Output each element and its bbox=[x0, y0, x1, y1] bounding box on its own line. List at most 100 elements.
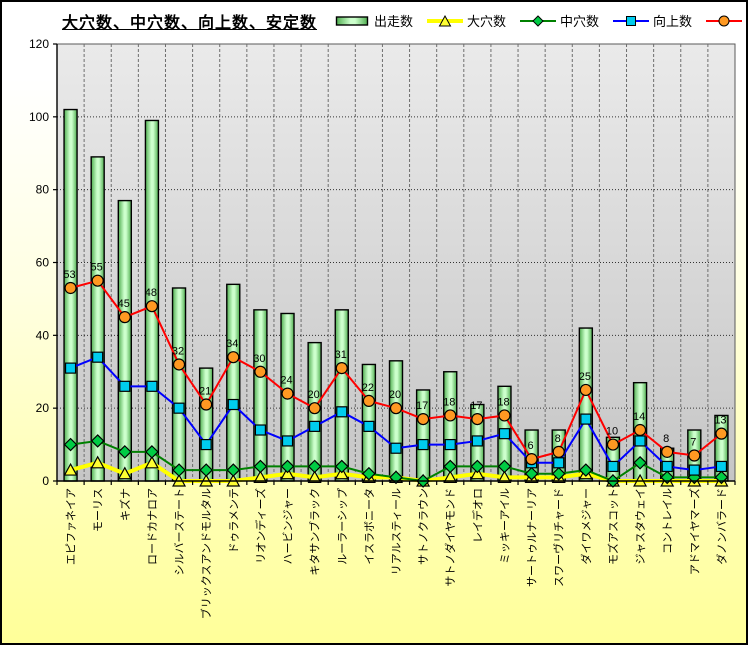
marker-chuuana bbox=[334, 459, 349, 474]
marker-antei bbox=[498, 409, 511, 422]
y-tick-label: 40 bbox=[36, 328, 50, 342]
marker-chuuana bbox=[90, 434, 105, 448]
marker-antei bbox=[91, 274, 104, 287]
marker-antei bbox=[64, 281, 77, 295]
marker-chuuana bbox=[172, 463, 186, 477]
marker-koujou bbox=[363, 420, 375, 432]
y-tick-label: 80 bbox=[36, 183, 50, 197]
marker-koujou bbox=[580, 413, 592, 425]
marker-chuuana bbox=[497, 459, 512, 474]
data-label-antei: 17 bbox=[416, 400, 428, 412]
bar-shussou bbox=[63, 108, 78, 482]
marker-koujou bbox=[64, 362, 77, 374]
x-tick-label: スワーヴリチャード bbox=[552, 488, 566, 587]
marker-koujou bbox=[254, 424, 266, 436]
y-tick-label: 60 bbox=[36, 256, 50, 270]
x-tick-label: ハービンジャー bbox=[282, 488, 295, 564]
marker-chuuana bbox=[280, 459, 295, 474]
marker-antei bbox=[525, 453, 538, 466]
marker-antei bbox=[227, 351, 240, 364]
data-label-antei: 20 bbox=[389, 389, 401, 401]
marker-koujou bbox=[227, 398, 239, 411]
marker-ooana bbox=[253, 470, 268, 483]
data-label-antei: 18 bbox=[497, 396, 509, 408]
data-label-antei: 32 bbox=[172, 345, 184, 357]
data-label-antei: 7 bbox=[690, 437, 696, 449]
marker-koujou bbox=[417, 438, 429, 451]
marker-ooana bbox=[497, 470, 512, 483]
marker-koujou bbox=[715, 460, 728, 473]
marker-chuuana bbox=[199, 463, 214, 477]
marker-antei bbox=[200, 398, 213, 411]
y-tick-label: 100 bbox=[29, 110, 49, 124]
marker-koujou bbox=[498, 428, 511, 440]
marker-antei bbox=[715, 427, 728, 440]
marker-chuuana bbox=[253, 459, 268, 474]
marker-koujou bbox=[471, 435, 483, 447]
marker-koujou bbox=[336, 406, 348, 418]
diamond-marker-icon bbox=[520, 14, 557, 27]
marker-ooana bbox=[443, 470, 458, 483]
x-tick-label: ダノンバラード bbox=[714, 488, 728, 565]
x-tick-label: レイデオロ bbox=[470, 488, 484, 543]
x-tick-label: モーリス bbox=[93, 488, 105, 532]
marker-chuuana bbox=[145, 445, 159, 459]
bar-shussou bbox=[388, 360, 404, 482]
x-tick-label: サトノダイヤモンド bbox=[443, 488, 457, 587]
bar-shussou bbox=[578, 327, 594, 482]
square-marker-icon bbox=[613, 15, 650, 26]
marker-koujou bbox=[607, 460, 619, 473]
marker-antei bbox=[389, 402, 403, 415]
marker-chuuana bbox=[443, 459, 458, 474]
marker-chuuana bbox=[362, 466, 376, 481]
marker-koujou bbox=[444, 438, 456, 451]
data-label-antei: 45 bbox=[118, 298, 130, 310]
marker-koujou bbox=[309, 420, 321, 432]
legend-label: 中穴数 bbox=[560, 14, 600, 29]
legend: 出走数 大穴数 中穴数 向上数 bbox=[335, 11, 746, 30]
x-tick-label: キタサンブラック bbox=[308, 488, 322, 576]
legend-label: 出走数 bbox=[374, 14, 414, 29]
data-label-antei: 22 bbox=[362, 382, 374, 394]
marker-chuuana bbox=[226, 463, 241, 477]
marker-chuuana bbox=[307, 459, 322, 474]
marker-koujou bbox=[553, 457, 565, 469]
data-label-antei: 6 bbox=[528, 440, 534, 452]
y-tick-label: 120 bbox=[29, 37, 49, 51]
data-label-antei: 31 bbox=[335, 349, 347, 361]
marker-chuuana bbox=[117, 445, 132, 459]
data-label-antei: 14 bbox=[633, 411, 645, 423]
data-label-antei: 53 bbox=[63, 269, 75, 281]
marker-antei bbox=[661, 445, 674, 458]
x-tick-label: リオンディーズ bbox=[253, 488, 267, 564]
marker-koujou bbox=[173, 402, 185, 414]
circle-marker-icon bbox=[706, 15, 743, 26]
data-label-antei: 20 bbox=[308, 389, 320, 401]
marker-antei bbox=[281, 387, 294, 400]
y-tick-label: 20 bbox=[36, 401, 50, 415]
marker-ooana bbox=[307, 470, 322, 483]
x-tick-label: ブリックスアンドモルタル bbox=[199, 488, 213, 619]
data-label-antei: 25 bbox=[579, 371, 591, 383]
marker-koujou bbox=[119, 380, 131, 392]
marker-chuuana bbox=[551, 466, 566, 481]
bar-shussou bbox=[226, 283, 241, 482]
marker-antei bbox=[118, 311, 131, 324]
data-label-antei: 13 bbox=[714, 415, 726, 427]
marker-koujou bbox=[146, 380, 158, 392]
marker-antei bbox=[471, 412, 484, 426]
x-tick-label: ルーラーシップ bbox=[336, 488, 349, 565]
legend-item-antei: 安定数 bbox=[705, 11, 746, 30]
marker-chuuana bbox=[470, 459, 485, 474]
bar-shussou bbox=[90, 156, 105, 482]
legend-item-koujou: 向上数 bbox=[612, 11, 692, 30]
data-label-antei: 18 bbox=[443, 396, 455, 408]
x-tick-label: サートゥルナーリア bbox=[526, 488, 539, 587]
data-label-antei: 34 bbox=[226, 338, 238, 350]
bar-shussou bbox=[334, 309, 349, 482]
data-label-antei: 55 bbox=[91, 262, 103, 274]
chart-title: 大穴数、中穴数、向上数、安定数 bbox=[62, 15, 318, 32]
marker-chuuana bbox=[63, 437, 78, 452]
data-label-antei: 21 bbox=[199, 386, 211, 398]
